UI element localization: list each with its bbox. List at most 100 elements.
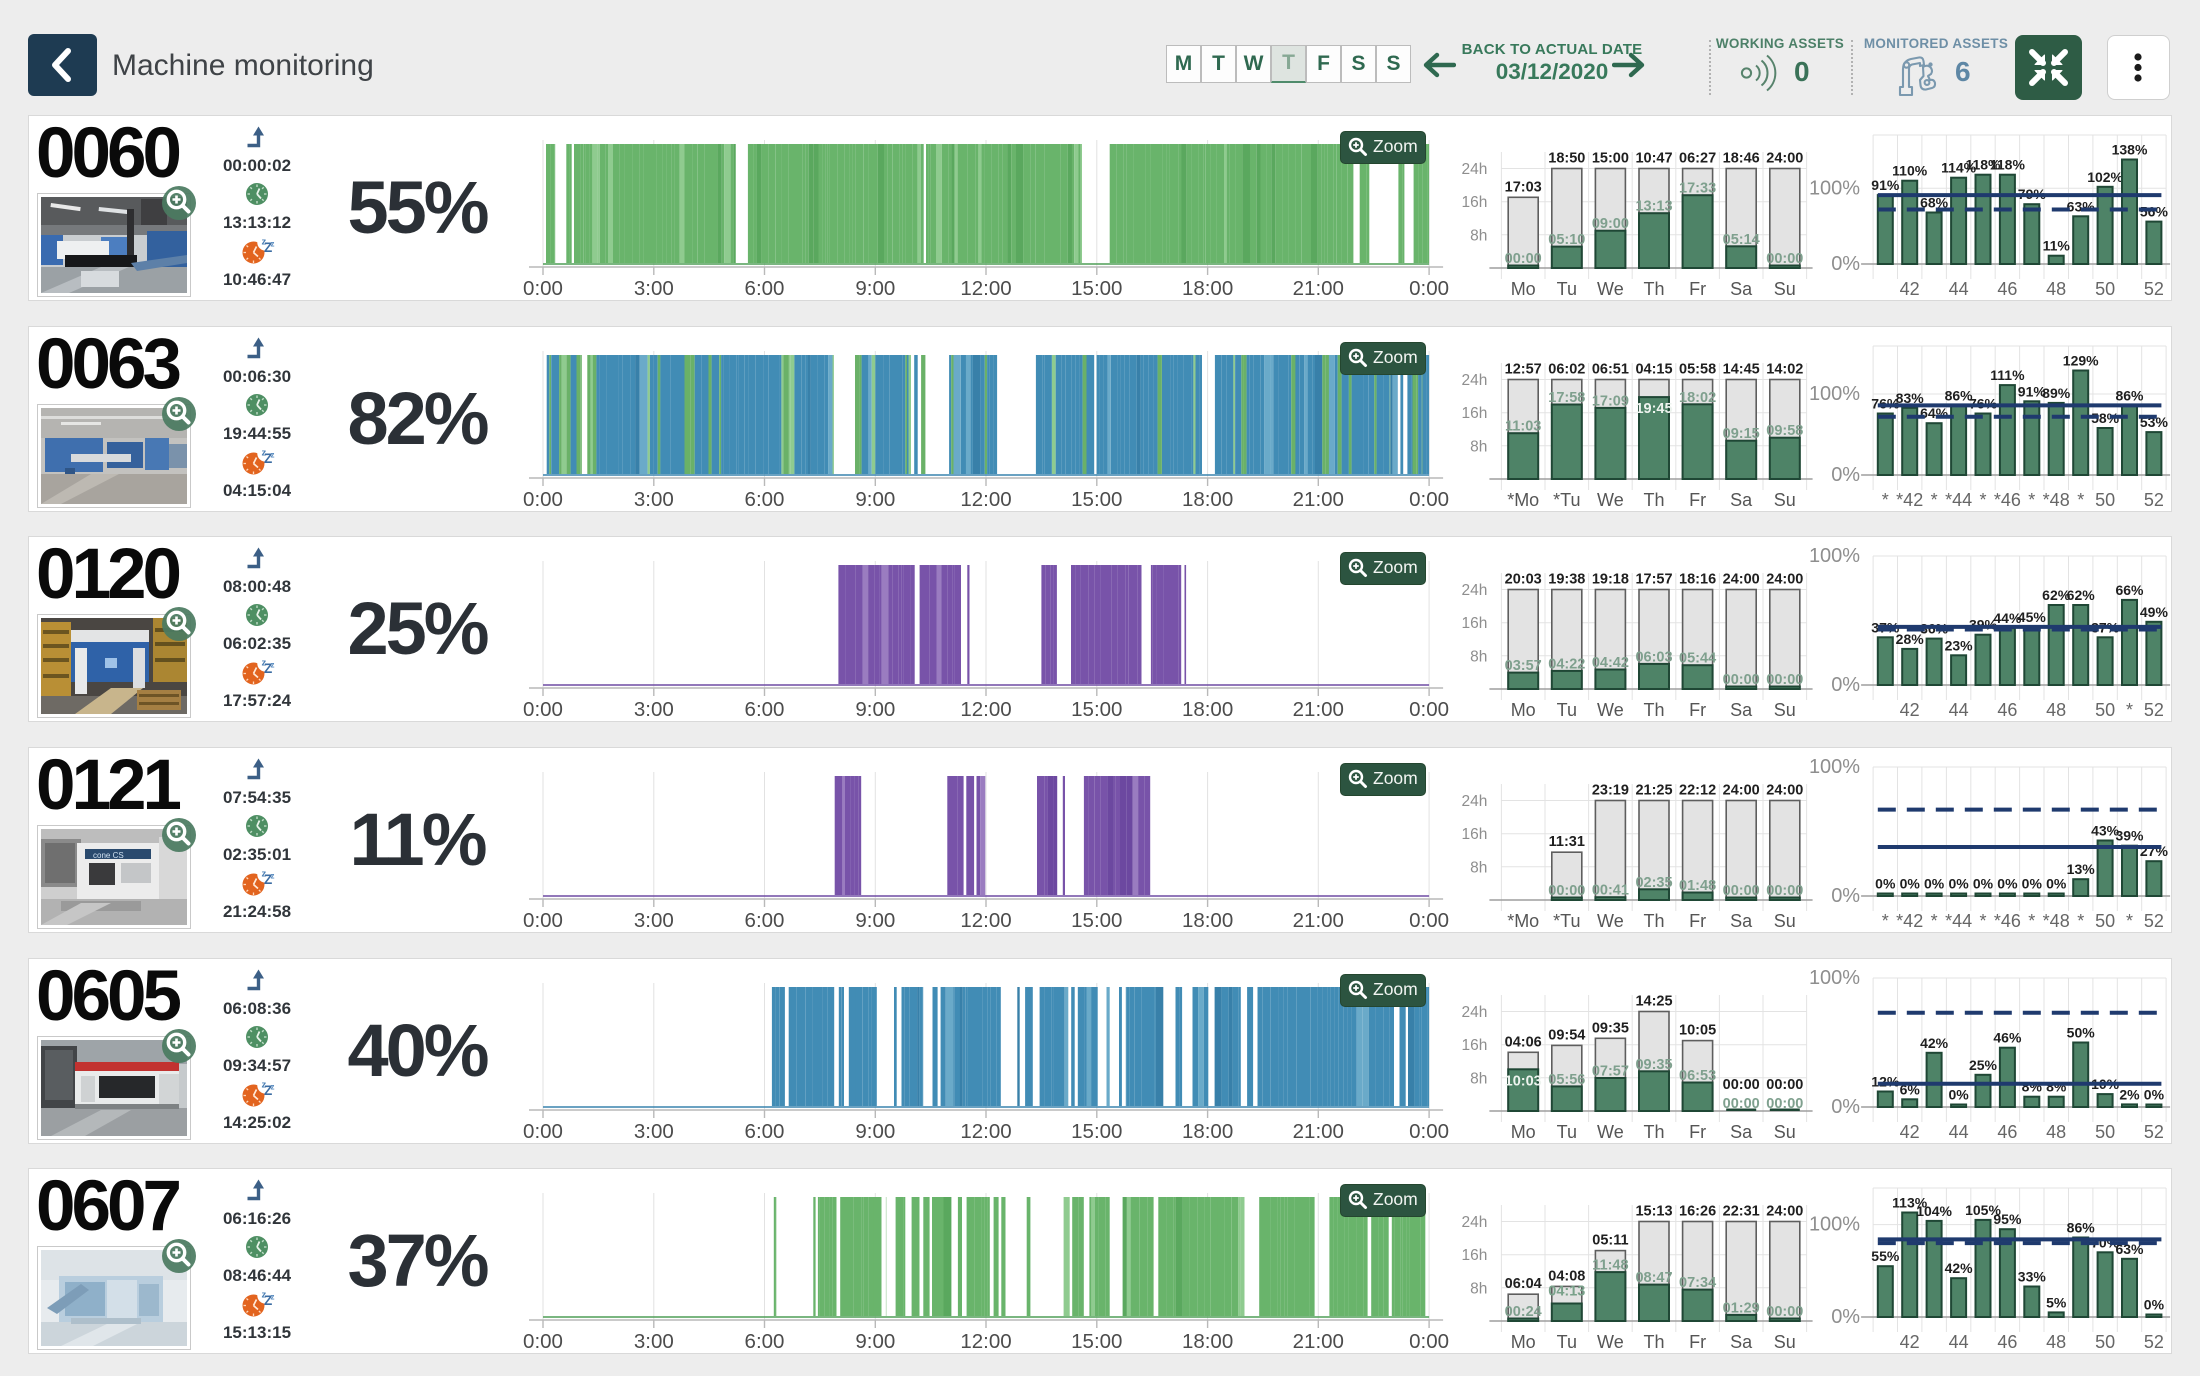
svg-text:6:00: 6:00 <box>745 698 785 721</box>
svg-text:86%: 86% <box>2067 1220 2096 1236</box>
svg-text:*: * <box>2126 700 2133 720</box>
svg-text:z: z <box>262 448 267 459</box>
svg-text:52: 52 <box>2144 911 2164 931</box>
svg-text:24h: 24h <box>1462 1004 1488 1021</box>
svg-text:18:00: 18:00 <box>1182 1120 1233 1143</box>
svg-text:6:00: 6:00 <box>745 488 785 511</box>
svg-text:39%: 39% <box>2115 828 2144 844</box>
svg-text:91%: 91% <box>2018 383 2047 399</box>
svg-text:Fr: Fr <box>1689 1122 1706 1142</box>
svg-text:21:00: 21:00 <box>1293 1330 1344 1353</box>
svg-text:9:00: 9:00 <box>855 1120 895 1143</box>
svg-text:12:57: 12:57 <box>1505 362 1542 378</box>
svg-text:11:48: 11:48 <box>1592 1258 1628 1274</box>
svg-text:06:27: 06:27 <box>1679 151 1716 167</box>
svg-text:06:53: 06:53 <box>1679 1068 1716 1084</box>
svg-text:25%: 25% <box>1969 1057 1998 1073</box>
svg-text:100%: 100% <box>1809 967 1860 989</box>
svg-text:24h: 24h <box>1462 582 1488 599</box>
svg-text:*: * <box>2077 911 2084 931</box>
svg-text:Mo: Mo <box>1511 1122 1536 1142</box>
svg-text:56%: 56% <box>2140 204 2169 220</box>
svg-text:23%: 23% <box>1945 637 1974 653</box>
svg-text:Z: Z <box>264 1083 272 1098</box>
svg-text:50%: 50% <box>2067 1025 2096 1041</box>
svg-text:*Tu: *Tu <box>1553 490 1580 510</box>
svg-text:Tu: Tu <box>1557 1332 1577 1352</box>
svg-text:z: z <box>271 240 275 249</box>
svg-text:100%: 100% <box>1809 383 1860 405</box>
svg-text:0:00: 0:00 <box>523 277 563 300</box>
svg-text:00:00: 00:00 <box>1766 1304 1803 1320</box>
svg-text:Th: Th <box>1643 700 1664 720</box>
svg-text:6:00: 6:00 <box>745 1120 785 1143</box>
svg-text:00:00: 00:00 <box>1505 251 1542 267</box>
svg-text:Mo: Mo <box>1511 1332 1536 1352</box>
svg-text:44%: 44% <box>1993 610 2022 626</box>
svg-text:Fr: Fr <box>1689 911 1706 931</box>
svg-text:24h: 24h <box>1462 372 1488 389</box>
svg-text:17:58: 17:58 <box>1548 390 1585 406</box>
svg-text:52: 52 <box>2144 1332 2164 1352</box>
svg-text:Sa: Sa <box>1730 279 1753 299</box>
svg-text:48: 48 <box>2046 279 2066 299</box>
svg-text:Su: Su <box>1774 911 1796 931</box>
svg-text:44: 44 <box>1949 700 1969 720</box>
svg-text:21:25: 21:25 <box>1635 783 1672 799</box>
svg-text:0%: 0% <box>1831 464 1860 486</box>
svg-text:10:47: 10:47 <box>1635 151 1672 167</box>
svg-text:Fr: Fr <box>1689 490 1706 510</box>
svg-text:18:16: 18:16 <box>1679 572 1716 588</box>
svg-text:24:00: 24:00 <box>1723 783 1760 799</box>
svg-text:04:15: 04:15 <box>1635 362 1672 378</box>
svg-text:cone CS: cone CS <box>93 851 124 860</box>
svg-text:We: We <box>1597 490 1624 510</box>
svg-text:50: 50 <box>2095 1122 2115 1142</box>
svg-text:16h: 16h <box>1462 1247 1488 1264</box>
svg-text:43%: 43% <box>2091 823 2120 839</box>
svg-text:19:38: 19:38 <box>1548 572 1585 588</box>
svg-text:66%: 66% <box>2115 582 2144 598</box>
svg-text:15:00: 15:00 <box>1071 1330 1122 1353</box>
svg-text:24h: 24h <box>1462 793 1488 810</box>
svg-text:*: * <box>1979 911 1986 931</box>
svg-text:0%: 0% <box>1924 876 1945 892</box>
svg-text:15:13: 15:13 <box>1635 1204 1672 1220</box>
svg-text:z: z <box>262 1290 267 1301</box>
svg-text:10:05: 10:05 <box>1679 1023 1716 1039</box>
svg-text:Th: Th <box>1643 1122 1664 1142</box>
svg-text:52: 52 <box>2144 1122 2164 1142</box>
svg-text:22:12: 22:12 <box>1679 783 1716 799</box>
svg-text:113%: 113% <box>1892 1195 1928 1211</box>
svg-text:Su: Su <box>1774 490 1796 510</box>
svg-text:114%: 114% <box>1941 160 1977 176</box>
svg-text:45%: 45% <box>2018 609 2047 625</box>
svg-text:23:19: 23:19 <box>1592 783 1629 799</box>
svg-text:21:00: 21:00 <box>1293 909 1344 932</box>
svg-text:03:57: 03:57 <box>1505 658 1542 674</box>
svg-text:0%: 0% <box>1875 876 1896 892</box>
svg-text:*Mo: *Mo <box>1507 490 1539 510</box>
svg-text:0%: 0% <box>1900 876 1921 892</box>
svg-text:09:58: 09:58 <box>1766 423 1803 439</box>
svg-text:z: z <box>262 658 267 669</box>
svg-text:Sa: Sa <box>1730 700 1753 720</box>
svg-text:14:25: 14:25 <box>1635 994 1672 1010</box>
svg-text:24h: 24h <box>1462 1214 1488 1231</box>
svg-text:00:41: 00:41 <box>1592 883 1629 899</box>
svg-text:Th: Th <box>1643 911 1664 931</box>
svg-text:*: * <box>2028 490 2035 510</box>
svg-text:42: 42 <box>1900 700 1920 720</box>
svg-text:13:13: 13:13 <box>1635 199 1672 215</box>
svg-text:z: z <box>271 661 275 670</box>
svg-text:95%: 95% <box>1993 1211 2022 1227</box>
svg-text:0:00: 0:00 <box>1409 698 1449 721</box>
svg-text:*: * <box>1931 911 1938 931</box>
svg-text:9:00: 9:00 <box>855 1330 895 1353</box>
svg-text:8h: 8h <box>1470 648 1487 665</box>
svg-text:6:00: 6:00 <box>745 1330 785 1353</box>
svg-text:*: * <box>1979 490 1986 510</box>
svg-text:09:54: 09:54 <box>1548 1027 1585 1043</box>
svg-text:09:35: 09:35 <box>1592 1020 1629 1036</box>
svg-text:20:03: 20:03 <box>1505 572 1542 588</box>
